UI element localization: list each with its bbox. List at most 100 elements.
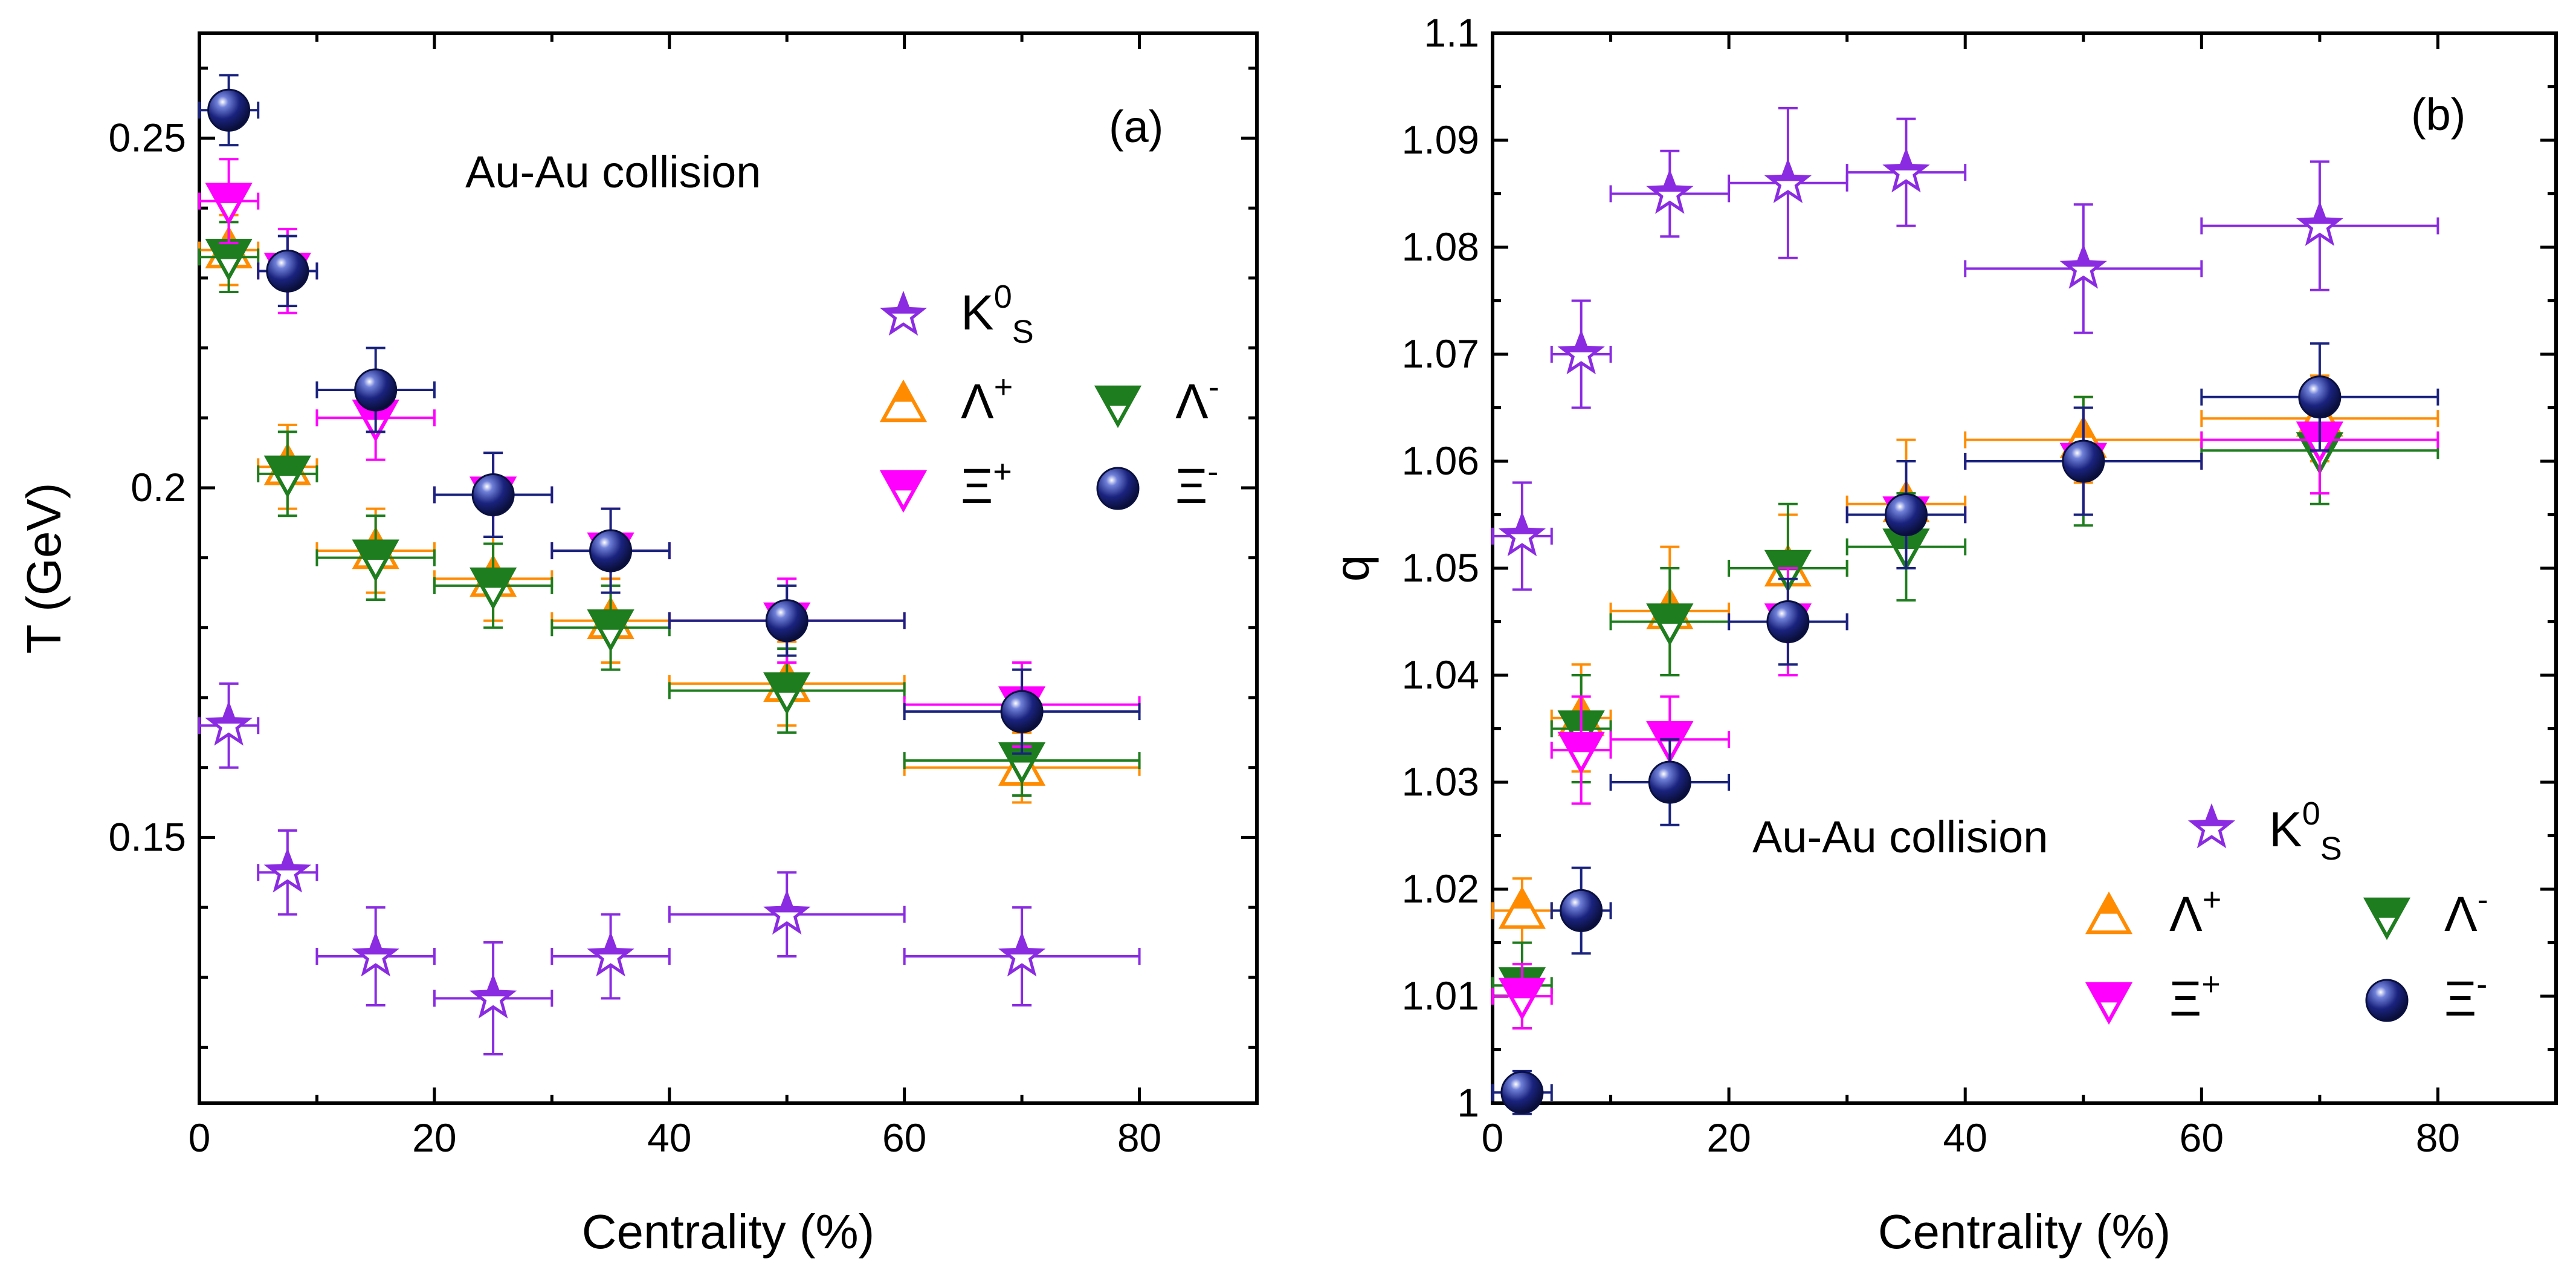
panel-b-K0S-marker-fill — [1561, 334, 1601, 371]
panel-b-series-XiPlus — [1491, 385, 2439, 1030]
panel-b-XiMinus-point — [1560, 889, 1603, 932]
panel-a-LambdaMinus-point — [263, 455, 311, 499]
legend-b-lambda-minus-marker-glyph-fill — [2366, 899, 2407, 918]
panel-a-XiPlus-marker-fill — [208, 184, 250, 204]
panel-b-XiMinus-marker — [2298, 375, 2342, 419]
legend-a-xi-minus-marker — [1096, 467, 1140, 510]
panel-a-x-tick-label: 20 — [412, 1115, 456, 1160]
panel-b-y-tick-label: 1 — [1457, 1080, 1479, 1125]
panel-a-K0S-point — [352, 931, 399, 977]
panel-b-K0S-marker-fill — [1503, 516, 1542, 553]
panel-a-y-axis-label: T (GeV) — [17, 482, 71, 653]
panel-b-LambdaMinus-marker-fill — [1767, 551, 1809, 571]
legend-b-xi-plus-label: Ξ+ — [2169, 966, 2221, 1026]
legend-a-k0s-sub: S — [1012, 314, 1034, 350]
panel-b-K0S-marker-fill — [2064, 248, 2103, 285]
panel-b-x-tick-label: 80 — [2416, 1115, 2460, 1160]
panel-a-XiMinus-point — [589, 529, 633, 572]
panel-a-XiMinus-point — [471, 473, 515, 517]
panel-a-LambdaMinus-marker-fill — [355, 541, 396, 560]
panel-b-y-tick-label: 1.05 — [1402, 545, 1479, 590]
panel-b-legend: K0S Λ+ Λ- Ξ+ Ξ- — [2085, 796, 2488, 1026]
panel-b-LambdaMinus-point — [1646, 603, 1694, 646]
legend-b-lambda-plus-marker — [2085, 891, 2133, 935]
panel-a-K0S-marker-fill — [1002, 936, 1042, 973]
panel-b-x-tick-label: 60 — [2180, 1115, 2224, 1160]
legend-a-xi-plus-marker-glyph-fill — [883, 472, 924, 491]
panel-b-XiMinus-marker — [1766, 600, 1810, 643]
panel-b-K0S-marker-fill — [1650, 173, 1690, 211]
legend-b-lambda-plus-label: Λ+ — [2169, 881, 2221, 942]
panel-a-K0S-point — [205, 701, 253, 746]
panel-a-XiMinus-point — [266, 249, 309, 293]
panel-b-K0S-point — [1646, 169, 1694, 214]
panel-a-LambdaMinus-marker-fill — [473, 569, 514, 588]
panel-b-XiPlus-marker-fill — [1501, 979, 1543, 999]
panel-b-label: (b) — [2411, 89, 2465, 140]
panel-a-y-tick-label: 0.15 — [109, 814, 186, 859]
legend-a-lambda-minus-label: Λ- — [1175, 369, 1219, 429]
panel-b-y-tick-label: 1.01 — [1402, 973, 1479, 1018]
panel-a-frame — [198, 31, 1259, 1105]
panel-a-K0S-point — [763, 889, 811, 935]
legend-b-xi-plus-sup: + — [2201, 966, 2221, 1002]
legend-b-k0s-marker-glyph-fill — [2192, 808, 2232, 845]
panel-a-XiMinus-marker — [1000, 690, 1044, 733]
legend-b-lambda-minus-sup: - — [2478, 881, 2488, 918]
legend-a-k0s-marker-glyph-fill — [884, 295, 923, 332]
panel-b-K0S-marker-fill — [1887, 152, 1926, 189]
legend-b-lambda-plus-marker-glyph-fill — [2099, 895, 2119, 914]
panel-a-XiMinus-point — [354, 368, 398, 412]
legend-b-k0s-label: K0S — [2269, 796, 2342, 867]
panel-b-K0S-point — [2059, 244, 2107, 289]
panel-a-label: (a) — [1109, 102, 1163, 152]
panel-a-series-XiMinus — [198, 74, 1141, 755]
panel-a-K0S-point — [587, 931, 634, 977]
panel-b-XiMinus-point — [1766, 600, 1810, 643]
panel-a-x-axis-label: Centrality (%) — [582, 1205, 875, 1259]
panel-b-XiMinus-point — [1648, 760, 1691, 804]
legend-a-lambda-minus-sup: - — [1209, 369, 1219, 405]
panel-b-x-axis-label: Centrality (%) — [1878, 1205, 2171, 1259]
panel-a-XiMinus-marker — [207, 88, 251, 132]
legend-a-k0s-label: K0S — [961, 279, 1034, 350]
panel-b-y-tick-label: 1.04 — [1402, 652, 1479, 697]
panel-b-x-tick-label: 20 — [1706, 1115, 1751, 1160]
panel-b-XiPlus-point — [1557, 731, 1605, 775]
legend-b-xi-plus-marker-glyph-fill — [2088, 984, 2129, 1003]
legend-a-lambda-minus-marker-glyph-fill — [1097, 387, 1138, 406]
panel-a-XiMinus-marker — [589, 529, 633, 572]
panel-b-XiMinus-marker — [1648, 760, 1691, 804]
panel-b-XiMinus-marker — [1500, 1071, 1544, 1114]
panel-b-y-tick-label: 1.08 — [1402, 224, 1479, 269]
legend-b-xi-minus-sup: - — [2476, 966, 2487, 1002]
panel-a-legend: K0S Λ+ Λ- Ξ+ Ξ- — [879, 279, 1219, 514]
panel-b-x-tick-label: 0 — [1482, 1115, 1504, 1160]
panel-b-K0S-point — [1498, 511, 1546, 557]
panel-b-K0S-marker-fill — [1769, 163, 1808, 200]
panel-b-series-K0S — [1491, 106, 2439, 591]
panel-b-y-axis-label: q — [1325, 555, 1379, 582]
panel-a-LambdaMinus-point — [587, 609, 634, 652]
legend-a-lambda-plus-label: Λ+ — [961, 369, 1013, 429]
panel-a-LambdaMinus-marker-fill — [590, 611, 631, 630]
panel-a-x-tick-label: 0 — [189, 1115, 211, 1160]
legend-b-xi-plus-marker — [2085, 982, 2133, 1025]
panel-a-x-tick-label: 80 — [1117, 1115, 1161, 1160]
panel-b-XiMinus-marker — [1884, 493, 1928, 536]
legend-a-lambda-minus-marker — [1094, 385, 1142, 429]
panel-a-annotation: Au-Au collision — [465, 147, 761, 197]
panel-b-XiPlus-marker-fill — [1649, 723, 1691, 742]
legend-b-lambda-minus-marker — [2363, 897, 2411, 941]
panel-b-XiPlus-point — [1498, 977, 1546, 1021]
legend-a-xi-plus-marker — [879, 470, 928, 513]
legend-a-xi-plus-label: Ξ+ — [961, 453, 1012, 514]
legend-b-k0s-sup: 0 — [2302, 796, 2320, 832]
panel-a-K0S-point — [263, 848, 312, 893]
panel-b-annotation: Au-Au collision — [1752, 812, 2048, 862]
panel-b-XiMinus-point — [1884, 493, 1928, 536]
panel-b-y-tick-label: 1.07 — [1402, 331, 1479, 376]
panel-a-XiMinus-marker — [471, 473, 515, 517]
legend-a-lambda-plus-sup: + — [994, 369, 1013, 405]
legend-b-xi-minus-marker — [2365, 979, 2409, 1022]
